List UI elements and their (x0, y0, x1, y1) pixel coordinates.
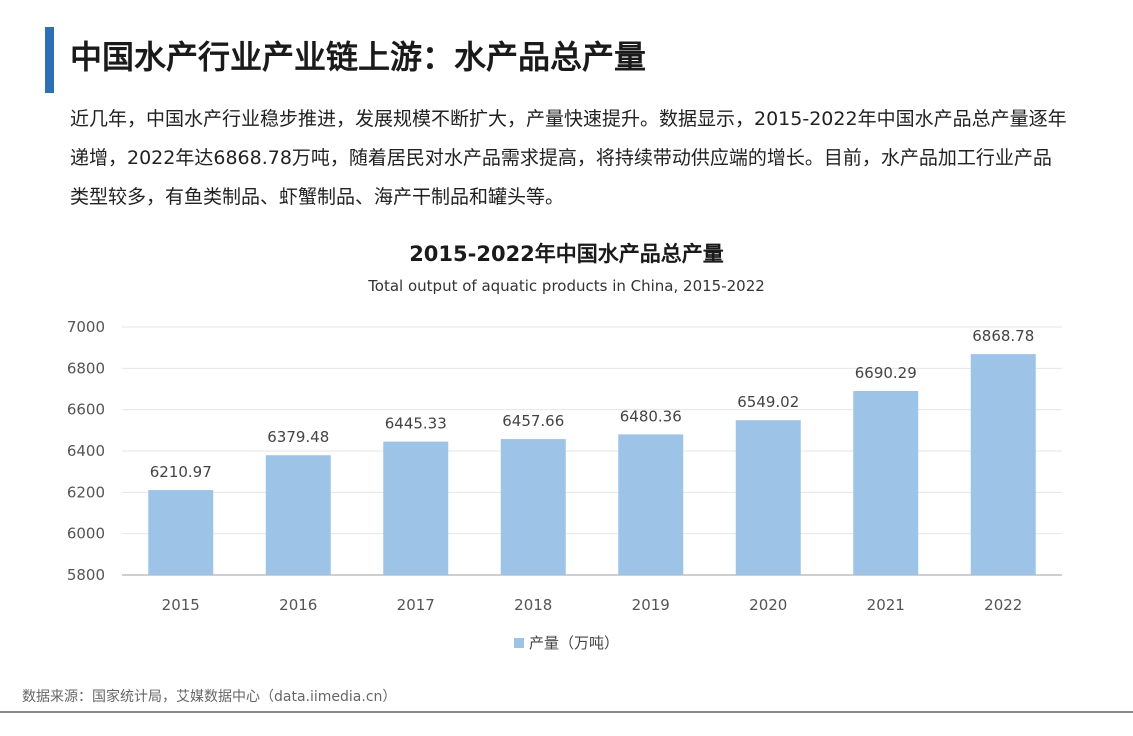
legend-label: 产量（万吨） (528, 634, 619, 652)
data-label: 6445.33 (385, 415, 447, 433)
bar (148, 490, 214, 575)
source-note: 数据来源：国家统计局，艾媒数据中心（data.iimedia.cn） (22, 689, 397, 705)
y-tick-label: 7000 (67, 318, 105, 336)
y-tick-label: 5800 (67, 566, 105, 584)
data-label: 6690.29 (855, 364, 917, 382)
data-label: 6379.48 (267, 428, 329, 446)
chart-title: 2015-2022年中国水产品总产量 (409, 242, 724, 266)
chart-subtitle: Total output of aquatic products in Chin… (368, 277, 765, 295)
x-tick-label: 2017 (397, 596, 435, 614)
y-tick-label: 6400 (67, 442, 105, 460)
bar (853, 391, 919, 575)
legend-swatch (513, 637, 524, 648)
x-tick-label: 2016 (279, 596, 317, 614)
bar (500, 439, 566, 575)
intro-paragraph: 近几年，中国水产行业稳步推进，发展规模不断扩大，产量快速提升。数据显示，2015… (70, 108, 1067, 208)
bar (618, 434, 684, 575)
page-title: 中国水产行业产业链上游：水产品总产量 (70, 38, 647, 76)
title-accent-bar (45, 27, 54, 93)
bar (735, 420, 801, 575)
x-tick-label: 2020 (749, 596, 787, 614)
bottom-divider (0, 711, 1133, 713)
data-label: 6210.97 (150, 463, 212, 481)
data-label: 6480.36 (620, 407, 682, 425)
y-tick-label: 6600 (67, 401, 105, 419)
bar (970, 354, 1036, 575)
bar (265, 455, 331, 575)
chart-legend: 产量（万吨） (0, 632, 1133, 653)
bar-chart: 5800 6000 6200 6400 6600 6800 7000 6210.97 2015 6… (67, 318, 1062, 614)
x-tick-label: 2019 (632, 596, 670, 614)
data-label: 6549.02 (737, 393, 799, 411)
y-tick-label: 6200 (67, 483, 105, 501)
data-label: 6457.66 (502, 412, 564, 430)
bar (383, 441, 449, 575)
y-tick-label: 6800 (67, 359, 105, 377)
x-tick-label: 2021 (867, 596, 905, 614)
y-tick-label: 6000 (67, 525, 105, 543)
x-tick-label: 2018 (514, 596, 552, 614)
x-tick-label: 2022 (984, 596, 1022, 614)
data-label: 6868.78 (972, 327, 1034, 345)
x-tick-label: 2015 (162, 596, 200, 614)
